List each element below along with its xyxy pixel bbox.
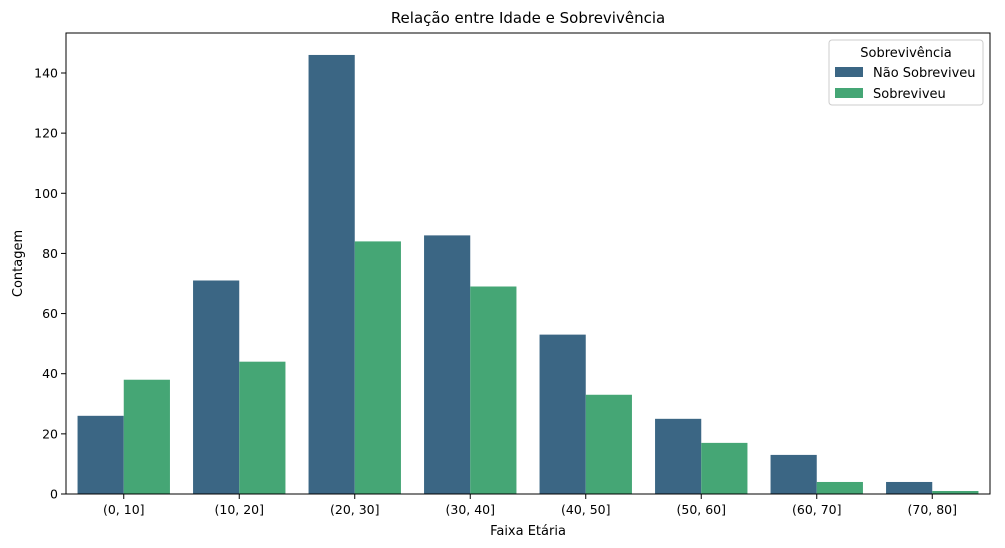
- x-tick-label: (10, 20]: [214, 502, 264, 517]
- y-axis-ticks: 0 20 40 60 80 100 120 140: [34, 65, 66, 502]
- y-tick-label: 60: [42, 306, 58, 321]
- legend-title: Sobrevivência: [860, 46, 951, 61]
- legend-label: Não Sobreviveu: [873, 66, 976, 81]
- y-tick-label: 20: [42, 426, 58, 441]
- bar-nao-sobreviveu-2: [308, 54, 355, 494]
- legend-box: [828, 39, 984, 106]
- bar-sobreviveu-0: [123, 379, 170, 494]
- x-tick-label: (20, 30]: [330, 502, 380, 517]
- bar-sobreviveu-5: [701, 442, 748, 494]
- y-tick-label: 100: [34, 186, 58, 201]
- bar-sobreviveu-1: [239, 361, 286, 494]
- y-tick-label: 40: [42, 366, 58, 381]
- y-axis-label: Contagem: [11, 230, 26, 297]
- x-axis-ticks: (0, 10] (10, 20] (20, 30] (30, 40] (40, 50] (…: [103, 494, 957, 517]
- chart-title: Relação entre Idade e Sobrevivência: [391, 9, 665, 27]
- bar-nao-sobreviveu-6: [770, 454, 817, 494]
- bar-nao-sobreviveu-1: [193, 280, 240, 494]
- bar-sobreviveu-7: [932, 490, 979, 494]
- y-tick-label: 0: [50, 487, 58, 502]
- bar-sobreviveu-2: [354, 241, 401, 494]
- bar-nao-sobreviveu-7: [886, 481, 933, 494]
- legend-label: Sobreviveu: [873, 87, 946, 102]
- x-tick-label: (40, 50]: [561, 502, 611, 517]
- bar-sobreviveu-6: [816, 481, 863, 494]
- legend-swatch: [835, 88, 863, 98]
- x-tick-label: (30, 40]: [445, 502, 495, 517]
- y-tick-label: 120: [34, 126, 58, 141]
- legend-items: Não Sobreviveu Sobreviveu: [835, 66, 976, 102]
- bar-nao-sobreviveu-4: [539, 334, 586, 494]
- bar-nao-sobreviveu-5: [655, 418, 702, 494]
- x-tick-label: (0, 10]: [103, 502, 145, 517]
- legend: Sobrevivência Não Sobreviveu Sobreviveu: [828, 39, 984, 106]
- bars-group: [77, 54, 979, 494]
- bar-nao-sobreviveu-0: [77, 415, 124, 494]
- bar-sobreviveu-4: [585, 394, 632, 494]
- x-tick-label: (70, 80]: [907, 502, 957, 517]
- x-tick-label: (50, 60]: [676, 502, 726, 517]
- y-tick-label: 80: [42, 246, 58, 261]
- legend-swatch: [835, 67, 863, 77]
- x-tick-label: (60, 70]: [792, 502, 842, 517]
- bar-sobreviveu-3: [470, 286, 517, 494]
- x-axis-label: Faixa Etária: [490, 524, 566, 539]
- bar-nao-sobreviveu-3: [424, 235, 471, 494]
- plot-frame: [65, 32, 991, 495]
- y-tick-label: 140: [34, 65, 58, 80]
